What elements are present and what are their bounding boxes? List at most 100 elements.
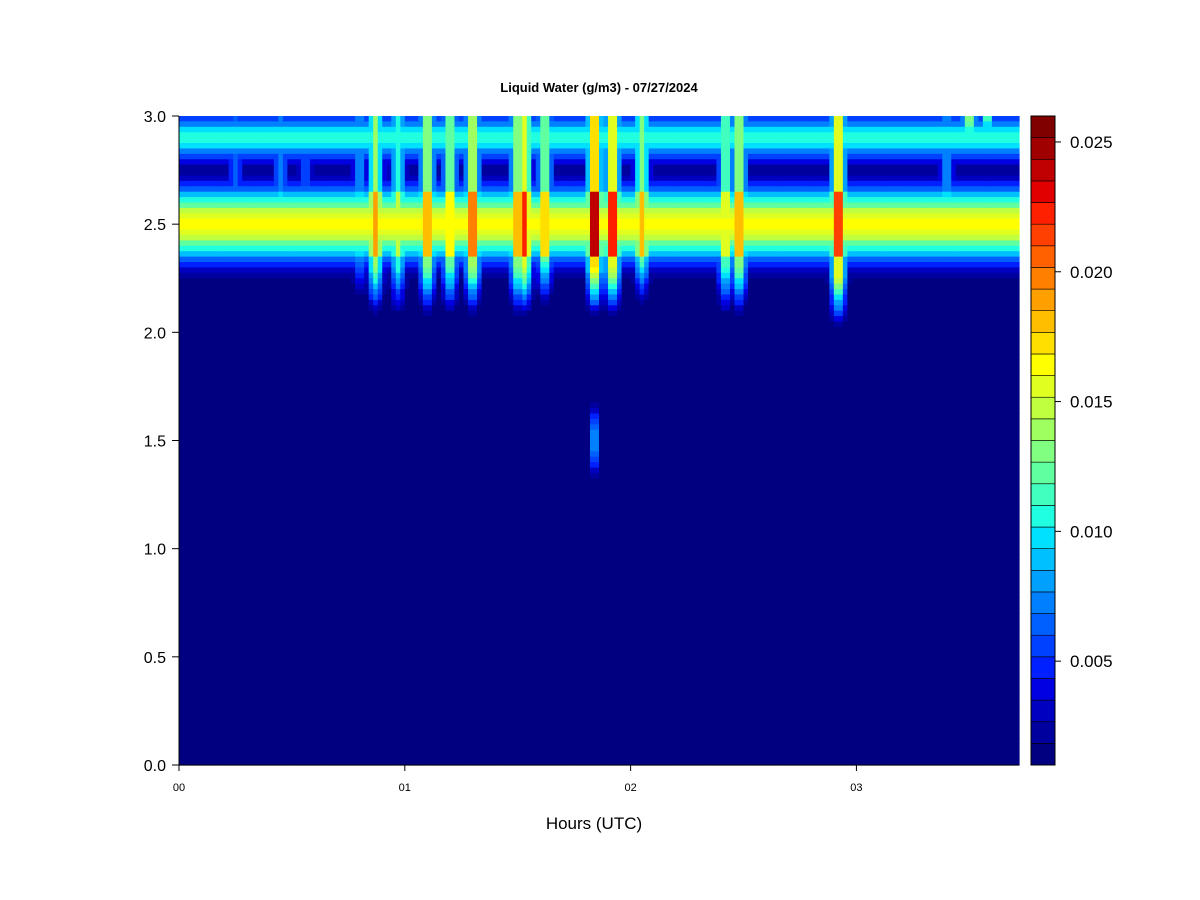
heatmap-cell	[851, 116, 858, 123]
heatmap-cell	[526, 186, 532, 193]
heatmap-cell	[210, 180, 216, 187]
heatmap-cell	[319, 153, 325, 160]
heatmap-cell	[788, 202, 794, 209]
heatmap-cell	[540, 116, 546, 123]
heatmap-cell	[319, 175, 325, 182]
heatmap-cell	[865, 256, 871, 263]
heatmap-cell	[228, 256, 234, 263]
heatmap-cell	[585, 148, 591, 155]
heatmap-cell	[296, 153, 302, 160]
heatmap-cell	[422, 148, 428, 155]
heatmap-cell	[445, 132, 451, 139]
heatmap-cell	[386, 191, 392, 198]
heatmap-cell	[580, 234, 587, 241]
heatmap-cell	[815, 164, 821, 171]
heatmap-cell	[757, 132, 763, 139]
heatmap-cell	[210, 121, 216, 128]
heatmap-cell	[942, 143, 948, 150]
heatmap-cell	[666, 256, 672, 263]
heatmap-cell	[251, 153, 257, 160]
heatmap-cell	[418, 191, 424, 198]
heatmap-cell	[282, 256, 288, 263]
heatmap-cell	[486, 116, 492, 123]
heatmap-cell	[711, 137, 718, 144]
heatmap-cell	[255, 164, 261, 171]
heatmap-cell	[608, 191, 614, 198]
heatmap-cell	[675, 202, 681, 209]
heatmap-cell	[888, 116, 894, 123]
heatmap-cell	[179, 137, 185, 144]
heatmap-cell	[400, 116, 406, 123]
heatmap-cell	[951, 240, 957, 247]
heatmap-cell	[526, 251, 532, 258]
heatmap-cell	[973, 164, 979, 171]
heatmap-cell	[630, 240, 636, 247]
heatmap-cell	[978, 153, 984, 160]
heatmap-cell	[919, 213, 925, 220]
heatmap-cell	[662, 191, 668, 198]
heatmap-cell	[504, 213, 510, 220]
heatmap-cell	[693, 116, 699, 123]
heatmap-cell	[635, 164, 641, 171]
heatmap-cell	[359, 218, 365, 225]
heatmap-cell	[359, 213, 365, 220]
heatmap-cell	[847, 240, 853, 247]
heatmap-cell	[815, 132, 821, 139]
heatmap-cell	[472, 234, 478, 241]
heatmap-cell	[946, 251, 952, 258]
heatmap-cell	[179, 245, 185, 252]
heatmap-cell	[422, 126, 428, 133]
heatmap-cell	[919, 186, 925, 193]
heatmap-cell	[400, 224, 406, 231]
heatmap-cell	[802, 137, 808, 144]
heatmap-cell	[580, 202, 587, 209]
heatmap-cell	[251, 251, 257, 258]
heatmap-cell	[508, 245, 514, 252]
heatmap-cell	[928, 164, 934, 171]
heatmap-cell	[594, 153, 600, 160]
heatmap-cell	[716, 256, 722, 263]
heatmap-cell	[201, 170, 207, 177]
heatmap-cell	[282, 126, 288, 133]
heatmap-cell	[833, 218, 839, 225]
heatmap-cell	[504, 143, 510, 150]
heatmap-cell	[680, 224, 686, 231]
heatmap-cell	[499, 191, 505, 198]
heatmap-cell	[824, 126, 830, 133]
heatmap-cell	[924, 234, 930, 241]
heatmap-cell	[860, 180, 867, 187]
heatmap-cell	[246, 143, 252, 150]
heatmap-cell	[328, 126, 334, 133]
heatmap-cell	[689, 251, 695, 258]
heatmap-cell	[395, 164, 401, 171]
heatmap-cell	[553, 207, 559, 214]
heatmap-cell	[734, 170, 740, 177]
heatmap-cell	[739, 137, 745, 144]
heatmap-cell	[395, 197, 401, 204]
heatmap-cell	[526, 175, 532, 182]
heatmap-cell	[919, 207, 925, 214]
heatmap-cell	[454, 213, 460, 220]
heatmap-cell	[526, 153, 532, 160]
heatmap-cell	[323, 137, 329, 144]
heatmap-cell	[815, 218, 821, 225]
heatmap-cell	[838, 202, 844, 209]
heatmap-cell	[833, 245, 839, 252]
heatmap-cell	[291, 153, 298, 160]
heatmap-cell	[269, 148, 275, 155]
heatmap-cell	[544, 186, 550, 193]
heatmap-cell	[680, 207, 686, 214]
heatmap-cell	[829, 186, 835, 193]
heatmap-cell	[183, 186, 189, 193]
heatmap-cell	[743, 153, 749, 160]
heatmap-cell	[924, 159, 930, 166]
heatmap-cell	[328, 240, 334, 247]
heatmap-cell	[933, 251, 939, 258]
heatmap-cell	[355, 229, 361, 236]
heatmap-cell	[1005, 170, 1011, 177]
heatmap-cell	[630, 245, 636, 252]
heatmap-cell	[973, 191, 979, 198]
heatmap-cell	[933, 121, 939, 128]
heatmap-cell	[702, 143, 708, 150]
heatmap-cell	[915, 132, 921, 139]
